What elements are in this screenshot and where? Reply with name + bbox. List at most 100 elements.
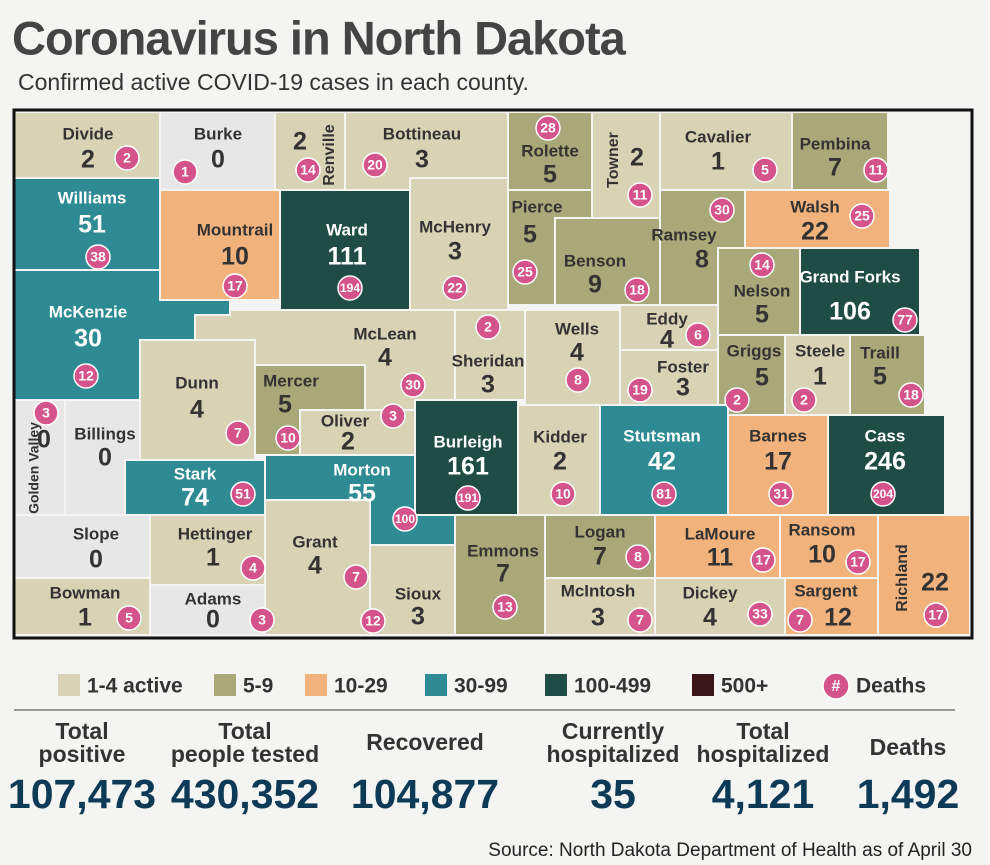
- county-name: Nelson: [734, 281, 791, 300]
- death-marker: [709, 197, 735, 223]
- county-deaths: 191: [458, 491, 478, 505]
- county-cases: 2: [81, 146, 95, 174]
- county-deaths: 1: [181, 164, 189, 180]
- county-cases: 2: [341, 428, 355, 456]
- county: [159, 189, 281, 301]
- county-deaths: 7: [234, 425, 242, 441]
- county-deaths: 17: [928, 607, 944, 623]
- county-deaths: 11: [869, 162, 884, 178]
- county: [369, 544, 456, 636]
- county-deaths: 10: [280, 430, 296, 446]
- county-name: Wells: [555, 319, 599, 338]
- county-name: Walsh: [790, 197, 839, 216]
- county-name: Griggs: [727, 341, 782, 360]
- stat-value: 4,121: [712, 771, 815, 817]
- county-deaths: 22: [447, 280, 463, 296]
- death-marker: [380, 403, 406, 429]
- county-name: Traill: [860, 343, 900, 362]
- county-name: Hettinger: [178, 524, 253, 543]
- legend-label: 10-29: [334, 675, 388, 698]
- county-deaths: 81: [656, 486, 672, 502]
- death-marker: [724, 387, 750, 413]
- county-cases: 0: [211, 146, 225, 174]
- county-name: Stutsman: [623, 426, 700, 445]
- death-marker: [863, 157, 889, 183]
- county-name: Renville: [321, 124, 338, 185]
- county-name: Kidder: [533, 427, 587, 446]
- county-name: Ransom: [788, 520, 855, 539]
- county-cases: 5: [523, 221, 537, 249]
- source: Source: North Dakota Department of Healt…: [488, 840, 972, 861]
- county-name: Rolette: [521, 141, 579, 160]
- county-deaths: 4: [249, 560, 257, 576]
- county-name: Burleigh: [434, 432, 503, 451]
- county-cases: 3: [591, 604, 605, 632]
- county-cases: 4: [703, 604, 717, 632]
- death-marker: [85, 244, 111, 270]
- county-deaths: 7: [636, 612, 644, 628]
- county-cases: 4: [378, 344, 392, 372]
- county-cases: 3: [448, 238, 462, 266]
- county-name: Foster: [657, 357, 709, 376]
- county-name: Ramsey: [651, 225, 717, 244]
- county-deaths: 5: [125, 610, 133, 626]
- county-name: Benson: [564, 251, 626, 270]
- county-cases: 17: [764, 448, 792, 476]
- county-name: Billings: [74, 424, 135, 443]
- legend-label: 5-9: [243, 675, 273, 698]
- county-cases: 1: [711, 148, 725, 176]
- county-cases: 7: [496, 560, 510, 588]
- county-deaths: 25: [854, 208, 870, 224]
- map-frame: [12, 108, 974, 640]
- county-deaths: 12: [365, 613, 381, 629]
- stat-value: 430,352: [171, 771, 319, 817]
- county-name: Ward: [326, 220, 368, 239]
- county-deaths: 33: [752, 606, 768, 622]
- legend-label: 1-4 active: [87, 675, 183, 698]
- death-marker: [627, 182, 653, 208]
- stat-value: 35: [590, 771, 636, 817]
- legend-swatch: [692, 674, 714, 696]
- county-name: Logan: [575, 522, 626, 541]
- county-name: LaMoure: [685, 524, 756, 543]
- county-deaths: 8: [634, 549, 642, 565]
- death-marker: [535, 115, 561, 141]
- county-cases: 0: [98, 444, 112, 472]
- county-cases: 22: [921, 569, 949, 597]
- county-name: Cass: [865, 426, 906, 445]
- county-cases: 8: [695, 246, 709, 274]
- death-marker: [849, 203, 875, 229]
- county-cases: 3: [481, 371, 495, 399]
- county-cases: 2: [630, 144, 644, 172]
- county-cases: 10: [808, 541, 836, 569]
- county-deaths: 30: [714, 202, 730, 218]
- county-deaths: 20: [367, 157, 383, 173]
- county-cases: 0: [37, 426, 51, 454]
- death-marker: [787, 607, 813, 633]
- death-marker: [362, 152, 388, 178]
- subtitle: Confirmed active COVID-19 cases in each …: [18, 69, 529, 95]
- death-marker: [625, 544, 651, 570]
- death-marker: [685, 322, 711, 348]
- death-marker: [624, 277, 650, 303]
- death-marker: [230, 481, 256, 507]
- county-name: Mountrail: [197, 220, 274, 239]
- title: Coronavirus in North Dakota: [12, 11, 627, 64]
- county-name: Morton: [333, 460, 391, 479]
- death-marker: [923, 602, 949, 628]
- death-marker: [898, 382, 924, 408]
- county-name: Dickey: [683, 583, 738, 602]
- county-deaths: 14: [300, 162, 316, 178]
- county-deaths: 2: [123, 150, 131, 166]
- legend-death-marker: [822, 672, 850, 700]
- county-cases: 5: [543, 161, 557, 189]
- county-name: Bowman: [50, 583, 121, 602]
- stat-label: Total: [218, 718, 271, 744]
- county-cases: 4: [570, 339, 584, 367]
- stat-label: Currently: [562, 718, 664, 744]
- stat-label: Recovered: [366, 729, 484, 755]
- county-cases: 1: [813, 363, 827, 391]
- county-deaths: 3: [389, 408, 397, 424]
- death-marker: [295, 157, 321, 183]
